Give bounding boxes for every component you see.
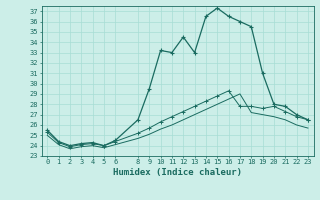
X-axis label: Humidex (Indice chaleur): Humidex (Indice chaleur) [113, 168, 242, 177]
